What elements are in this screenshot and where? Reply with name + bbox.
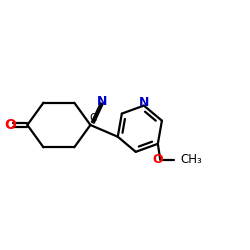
Text: N: N (139, 96, 149, 109)
Text: O: O (4, 118, 16, 132)
Text: CH₃: CH₃ (180, 153, 202, 166)
Text: C: C (90, 114, 97, 124)
Text: O: O (152, 153, 163, 166)
Text: N: N (97, 94, 108, 108)
